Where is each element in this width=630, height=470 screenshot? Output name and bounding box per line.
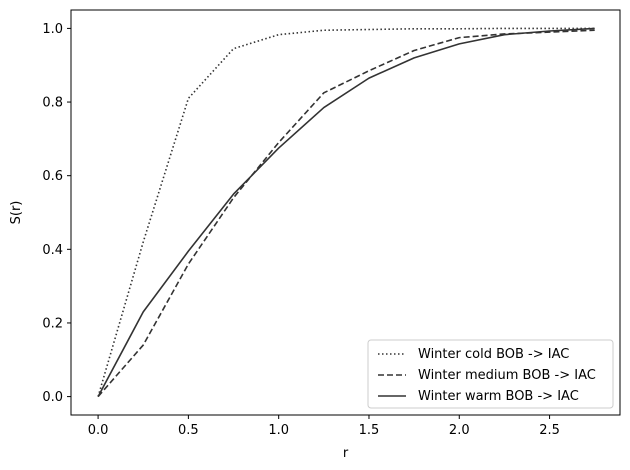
y-axis-label: S(r) [9, 201, 24, 225]
x-tick-label: 0.0 [88, 423, 109, 438]
x-axis-label: r [343, 446, 349, 461]
y-tick-label: 1.0 [42, 22, 63, 37]
series-layer [97, 27, 595, 398]
y-axis-ticks: 0.0 0.2 0.4 0.6 0.8 1.0 [42, 22, 71, 405]
x-tick-label: 0.5 [178, 423, 199, 438]
plot-frame [70, 9, 621, 416]
y-tick-label: 0.6 [42, 169, 63, 184]
x-tick-label: 1.0 [268, 423, 289, 438]
x-tick-label: 2.0 [449, 423, 470, 438]
legend: Winter cold BOB -> IAC Winter medium BOB… [367, 339, 614, 409]
x-tick-label: 2.5 [539, 423, 560, 438]
x-axis-ticks: 0.0 0.5 1.0 1.5 2.0 2.5 [88, 415, 560, 438]
y-tick-label: 0.0 [42, 390, 63, 405]
legend-label-warm: Winter warm BOB -> IAC [418, 389, 579, 404]
x-tick-label: 1.5 [359, 423, 380, 438]
legend-label-medium: Winter medium BOB -> IAC [418, 368, 596, 383]
legend-label-cold: Winter cold BOB -> IAC [418, 347, 569, 362]
y-tick-label: 0.4 [42, 243, 63, 258]
legend-frame [367, 339, 614, 409]
series-line-solid [97, 27, 595, 397]
y-tick-label: 0.2 [42, 316, 63, 331]
y-tick-label: 0.8 [42, 96, 63, 111]
